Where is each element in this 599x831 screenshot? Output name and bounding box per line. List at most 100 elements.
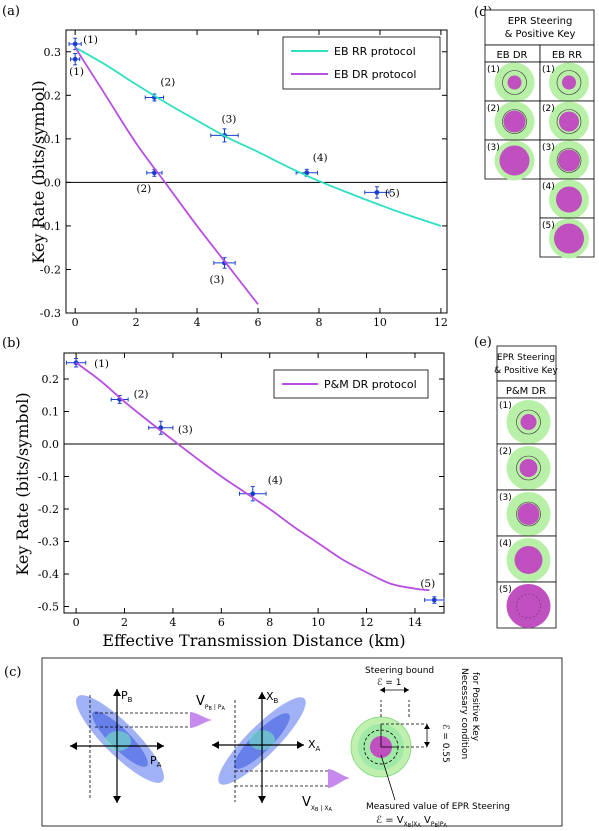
table-d-rrcell: (3)	[539, 139, 595, 181]
xa-axis-arrow-left	[212, 741, 219, 749]
chart-b-point-label: (3)	[178, 424, 193, 436]
chart-b-ytick-label: 0.1	[42, 406, 60, 419]
pa-axis-arrow-right	[157, 742, 164, 750]
chart-b-point-label: (2)	[134, 388, 149, 400]
chart-b-point-label: (4)	[268, 475, 283, 487]
chart-b-ytick-label: -0.5	[38, 601, 59, 614]
chart-a-ytick-label: -0.3	[40, 307, 61, 320]
table-e-cell-label: (4)	[499, 539, 512, 549]
eps055-arrow-down	[424, 742, 430, 747]
chart-b-point-label: (1)	[94, 358, 109, 370]
chart-a-xtick-label: 4	[194, 316, 201, 329]
table-d-drcell: (2)	[484, 100, 541, 142]
table-e-cell-pink-disk	[520, 414, 537, 430]
formula-sub-x1: X	[404, 821, 408, 828]
table-d-drcell-pink-disk	[499, 145, 530, 176]
chart-a-series-0-point: (2)	[144, 76, 175, 102]
necessary-line2: for Positive Key	[470, 672, 480, 742]
vp-label-sub2b: A	[221, 706, 225, 712]
table-e-cell-pink-disk	[519, 459, 538, 477]
xb-label-main: X	[266, 690, 274, 703]
xa-label: XA	[308, 738, 321, 753]
vx-label-sub1: X	[311, 805, 315, 812]
panel-label-a: (a)	[2, 4, 20, 19]
table-d-header-cell	[484, 9, 595, 46]
necessary-line1: Necessary condition	[459, 668, 469, 759]
pa-label-main: P	[150, 754, 157, 767]
chart-b-point-marker	[431, 597, 437, 603]
chart-a-series-1-line	[74, 46, 259, 305]
chart-b-xtick-label: 2	[121, 616, 128, 629]
table-d-rrcell: (5)	[539, 217, 595, 259]
chart-a-point-label: (3)	[221, 113, 236, 125]
chart-b-xlabel: Effective Transmission Distance (km)	[102, 631, 405, 650]
chart-b-series-0-line	[75, 362, 430, 592]
chart-a-point-label: (5)	[385, 187, 400, 199]
pb-label-sub: B	[128, 696, 133, 704]
table-e-cell: (3)	[496, 489, 557, 537]
pa-label: PA	[150, 754, 162, 769]
xa-label-main: X	[308, 738, 316, 751]
chart-b-legend: P&M DR protocol	[273, 369, 429, 399]
xa-axis-arrow-right	[297, 741, 304, 749]
legend-rr-label: EB RR protocol	[334, 45, 416, 58]
vx-label-sub1b: B	[315, 807, 319, 813]
chart-b-ytick-label: -0.3	[38, 536, 59, 549]
table-d-drcell-label: (2)	[487, 104, 500, 114]
table-e-cell: (4)	[496, 535, 557, 583]
chart-b-series-0-point: (3)	[148, 420, 193, 436]
table-d-col2: EB RR	[552, 50, 582, 61]
chart-b-ytick-label: 0.0	[42, 438, 60, 451]
table-e-cell-label: (3)	[499, 493, 512, 503]
table-e-cell-dashed-ring	[516, 593, 541, 619]
eps1-arrow-right	[404, 687, 409, 693]
table-e: EPR Steering & Positive Key P&M DR (1) (2…	[494, 345, 559, 629]
table-d-drcell-ring	[502, 109, 527, 134]
table-e-cell-ring	[516, 501, 541, 527]
pa-label-sub: A	[157, 761, 162, 769]
xb-label: XB	[266, 690, 279, 705]
formula-sub-x2: X	[413, 821, 417, 828]
table-d-rrcell-label: (4)	[542, 182, 555, 192]
formula-sub-p1b: B	[434, 823, 438, 829]
table-d-rrcell-pink-disk	[558, 149, 580, 172]
chart-a-ytick-label: 0.0	[44, 176, 62, 189]
formula-sub-p2b: A	[444, 823, 448, 829]
table-e-cell: (5)	[496, 581, 557, 629]
chart-a-xtick-label: 12	[434, 316, 448, 329]
table-d-rrcell-pink-disk	[562, 75, 576, 90]
table-d-rrcell-ring	[556, 70, 582, 95]
chart-a-frame	[65, 29, 448, 314]
legend-pm-label: P&M DR protocol	[324, 378, 417, 391]
chart-a-point-label: (3)	[209, 274, 224, 286]
chart-a-point-label: (2)	[136, 183, 151, 195]
vp-label-sub2: P	[218, 704, 222, 711]
chart-a-point-label: (2)	[160, 76, 175, 88]
steering-diagram: Steering bound ℰ = 1 ℰ = 0.55 Necessary …	[350, 666, 510, 829]
table-d-rrcell: (2)	[539, 100, 595, 142]
table-d-drcell: (3)	[484, 139, 541, 181]
table-d-drcell-pink-disk	[507, 75, 522, 90]
chart-a-point-marker	[72, 56, 78, 62]
chart-a-legend: EB RR protocol EB DR protocol	[282, 36, 441, 90]
table-d-rrcell-ring	[556, 148, 582, 173]
chart-b-series-0-point: (2)	[110, 388, 149, 404]
formula-main: ℰ = V	[376, 815, 404, 826]
chart-a-ylabel: Key Rate (bits/symbol)	[29, 80, 48, 263]
xb-axis-arrow-up	[258, 692, 266, 699]
table-e-cell-pink-disk	[517, 503, 540, 525]
chart-a-ytick-label: 0.1	[44, 133, 62, 146]
table-e-cell-label: (5)	[499, 585, 512, 595]
chart-b-ylabel: Key Rate (bits/symbol)	[13, 392, 32, 575]
chart-a-legend-box	[282, 36, 441, 90]
table-d-rrcell-pink-disk	[554, 223, 584, 254]
eps1-arrow-left	[380, 687, 385, 693]
chart-a-ytick-label: 0.2	[44, 89, 62, 102]
measured-pointer	[380, 754, 396, 801]
p-vacuum-blob	[105, 731, 131, 751]
chart-a-ytick-label: 0.3	[44, 46, 62, 59]
vx-label-sub2b: A	[328, 807, 332, 813]
steering-bound-label: Steering bound	[365, 666, 434, 676]
chart-a-point-marker	[304, 170, 310, 176]
table-e-header-cell	[496, 345, 557, 382]
